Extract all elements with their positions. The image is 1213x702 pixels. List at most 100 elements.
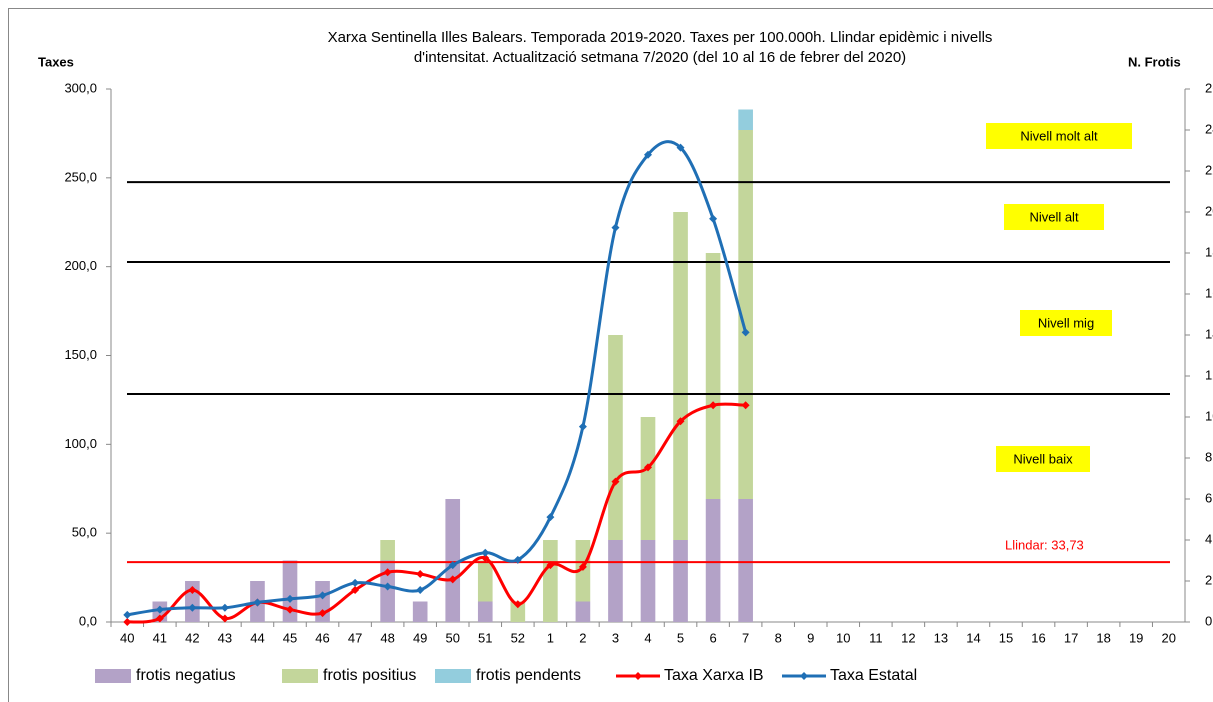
legend-swatch	[800, 672, 808, 680]
legend-swatch	[282, 669, 318, 683]
line-marker	[286, 605, 294, 614]
line-marker	[351, 578, 360, 587]
y2-tick-label: 6	[1205, 490, 1212, 505]
level-label: Nivell mig	[1038, 315, 1094, 330]
line-marker	[188, 603, 197, 612]
level-label: Nivell molt alt	[1020, 128, 1098, 143]
line-marker	[578, 422, 587, 431]
line-marker	[220, 614, 229, 623]
x-tick-label: 48	[380, 630, 394, 645]
x-tick-label: 49	[413, 630, 427, 645]
y-tick-label: 300,0	[64, 80, 97, 95]
line-marker	[741, 328, 750, 337]
x-tick-label: 41	[153, 630, 167, 645]
bar	[412, 601, 428, 622]
x-tick-label: 11	[869, 630, 883, 645]
level-label: Nivell baix	[1013, 451, 1073, 466]
x-tick-label: 9	[807, 630, 814, 645]
x-tick-label: 14	[966, 630, 980, 645]
x-tick-label: 18	[1096, 630, 1110, 645]
bar	[380, 540, 395, 561]
x-tick-label: 7	[742, 630, 749, 645]
bar	[705, 253, 721, 499]
x-tick-label: 47	[348, 630, 362, 645]
bar	[608, 540, 623, 622]
line-marker	[416, 570, 425, 579]
y2-tick-label: 0	[1205, 613, 1212, 628]
bar	[738, 109, 753, 130]
y2-tick-label: 18	[1205, 244, 1213, 259]
x-tick-label: 45	[283, 630, 297, 645]
line-marker	[155, 614, 164, 623]
y2-tick-label: 2	[1205, 572, 1212, 587]
x-tick-label: 43	[218, 630, 232, 645]
line-marker	[709, 401, 718, 410]
bar	[673, 212, 688, 540]
x-tick-label: 3	[612, 630, 619, 645]
legend-swatch	[95, 669, 131, 683]
x-tick-label: 16	[1031, 630, 1045, 645]
y2-tick-label: 24	[1205, 121, 1213, 136]
x-tick-label: 50	[445, 630, 459, 645]
level-label-box	[1004, 204, 1104, 230]
x-tick-label: 19	[1129, 630, 1143, 645]
line-marker	[578, 562, 587, 571]
line-marker	[123, 618, 132, 626]
x-tick-label: 51	[478, 630, 492, 645]
line-marker	[318, 591, 327, 600]
bar	[738, 130, 753, 499]
legend-swatch	[634, 672, 642, 680]
y2-tick-label: 12	[1205, 367, 1213, 382]
bar	[640, 417, 656, 540]
line-marker	[351, 586, 360, 595]
chart-title: Xarxa Sentinella Illes Balears. Temporad…	[328, 29, 993, 46]
line-marker	[676, 143, 685, 152]
x-tick-label: 6	[709, 630, 716, 645]
legend-label: frotis pendents	[476, 667, 581, 684]
bar	[477, 601, 493, 622]
bar	[608, 335, 623, 540]
line-marker	[741, 401, 750, 410]
line-marker	[155, 605, 164, 614]
y2-axis-label: N. Frotis	[1128, 54, 1181, 69]
x-tick-label: 42	[185, 630, 199, 645]
x-tick-label: 5	[677, 630, 684, 645]
y-tick-label: 0,0	[79, 613, 97, 628]
y2-tick-label: 8	[1205, 449, 1212, 464]
line-marker	[513, 555, 522, 564]
y2-tick-label: 16	[1205, 285, 1213, 300]
x-tick-label: 2	[579, 630, 586, 645]
line-series	[127, 402, 746, 624]
line-marker	[644, 463, 652, 472]
line-marker	[546, 561, 555, 570]
legend-label: frotis negatius	[136, 667, 236, 684]
bar	[673, 540, 688, 622]
y-tick-label: 250,0	[64, 169, 97, 184]
x-tick-label: 4	[644, 630, 651, 645]
y-tick-label: 50,0	[72, 525, 97, 540]
bar	[738, 499, 753, 622]
legend-swatch	[435, 669, 471, 683]
line-marker	[286, 594, 294, 603]
bar	[282, 560, 298, 622]
line-marker	[481, 554, 490, 563]
bar	[380, 560, 395, 622]
x-tick-label: 20	[1161, 630, 1175, 645]
y-axis-label: Taxes	[38, 54, 74, 69]
bar	[640, 540, 656, 622]
bar	[705, 499, 721, 622]
bar	[575, 601, 591, 622]
chart-frame	[8, 8, 1213, 702]
y-tick-label: 200,0	[64, 258, 97, 273]
line-marker	[416, 586, 425, 595]
line-marker	[611, 477, 620, 486]
level-label-box	[996, 446, 1090, 472]
x-tick-label: 44	[250, 630, 264, 645]
x-tick-label: 17	[1064, 630, 1078, 645]
line-marker	[611, 223, 620, 232]
bar	[543, 540, 558, 622]
x-tick-label: 10	[836, 630, 850, 645]
y2-tick-label: 20	[1205, 203, 1213, 218]
x-tick-label: 15	[999, 630, 1013, 645]
line-marker	[123, 610, 132, 619]
